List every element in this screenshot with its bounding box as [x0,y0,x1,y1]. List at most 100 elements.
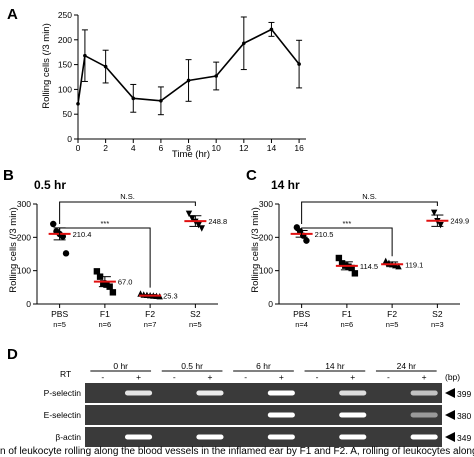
gel-rt-sign: + [350,372,355,382]
panel-b-sig-bracket [59,227,151,288]
panel-a-ytick-label: 250 [58,10,72,20]
gel-band [267,412,295,418]
panel-b-category-label: S2 [190,309,201,319]
panel-a-xtick-label: 6 [159,143,164,153]
panel-a-xtick-label: 8 [186,143,191,153]
gel-rt-sign: + [136,372,141,382]
panel-c-data-point [430,209,438,217]
panel-b-data-point [100,280,107,287]
gel-rt-sign: - [316,372,319,382]
gel-rt-sign: + [279,372,284,382]
gel-row-background [85,383,442,403]
panel-c-data-point [348,264,355,272]
gel-bp-label: (bp) [445,372,460,382]
gel-row-label: P-selectin [44,388,82,398]
panel-letter-b: B [3,167,14,184]
gel-rt-sign: - [244,372,247,382]
panel-c-ns-bracket [301,201,438,224]
panel-b-ns-label: N.S. [120,192,135,201]
panel-b-data-point [50,220,57,228]
panel-b-ytick-label: 100 [17,266,31,276]
gel-rt-sign: - [101,372,104,382]
gel-band [267,434,295,440]
panel-a-xlabel: Time (hr) [172,149,210,160]
panel-a-ytick-label: 200 [58,35,72,45]
panel-a-xtick-label: 0 [76,143,81,153]
gel-band [410,390,438,396]
panel-c-mean-label: 249.9 [450,217,469,226]
panel-a-point [76,101,80,106]
gel-rt-label: RT [60,369,71,379]
panel-b-n-label: n=5 [53,320,66,329]
panel-c-ytick-label: 200 [259,232,273,242]
panel-a-point [242,41,246,46]
panel-c-n-label: n=4 [295,320,308,329]
gel-rt-sign: + [422,372,427,382]
panel-b-data-point [195,221,202,229]
panel-a-xtick-label: 10 [211,143,221,153]
gel-band [410,434,438,440]
panel-b: B 0.5 hr Rolling cells (/3 min) 0 100 200 3… [3,167,227,329]
panel-b-data-point [62,250,70,257]
gel-row-label: β-actin [55,432,81,442]
panel-c-data-point [351,270,359,277]
panel-b-ytick-label: 300 [17,199,31,209]
panel-c-n-label: n=5 [386,320,399,329]
panel-a-xtick-label: 16 [294,143,304,153]
gel-band [196,390,224,396]
gel-band [267,390,295,396]
panel-c-title: 14 hr [271,178,300,192]
panel-b-mean-label: 210.4 [73,230,92,239]
panel-c-ytick-label: 0 [268,299,273,309]
panel-a-point [159,99,163,103]
gel-size-arrow [445,432,455,442]
gel-rt-sign: - [387,372,390,382]
panel-c-ytick-label: 100 [259,266,273,276]
panel-c-sig-label: *** [342,219,351,228]
gel-band [124,390,153,396]
gel-band [410,412,438,418]
panel-letter-d: D [7,346,18,363]
gel-time-label: 14 hr [325,361,345,371]
panel-c-n-label: n=6 [341,320,354,329]
panel-c-ns-label: N.S. [362,192,377,201]
panel-letter-a: A [7,6,18,23]
panel-b-ylabel: Rolling cells (/3 min) [8,207,19,293]
panel-a-xtick-label: 14 [267,143,277,153]
panel-c: C 14 hr Rolling cells (/3 min) 0 100 200 30… [246,167,469,329]
panel-a-axes: 0 50 100 150 200 250 0 2 4 6 8 10 12 14 16 [58,10,306,153]
panel-b-ytick-label: 200 [17,232,31,242]
gel-size-arrow [445,410,455,420]
panel-c-n-label: n=3 [431,320,444,329]
panel-c-category-label: S2 [432,309,443,319]
panel-c-category-label: PBS [293,309,310,319]
panel-b-data-point [188,215,196,222]
panel-a: A Rolling cells (/3 min) Time (hr) 0 50 10… [7,6,306,160]
panel-b-category-label: F1 [100,309,110,319]
gel-time-label: 6 hr [256,361,271,371]
gel-band [339,390,367,396]
panel-b-data-point [109,289,117,296]
gel-row-label: E-selectin [44,410,82,420]
panel-b-n-label: n=5 [189,320,202,329]
panel-b-marks: 210.4 67.0 25.3 248.8 N.S. *** [48,192,227,301]
panel-a-ytick-label: 50 [63,109,73,119]
gel-time-label: 0 hr [113,361,128,371]
panel-b-data-point [93,268,101,275]
panel-b-ytick-label: 0 [26,299,31,309]
panel-b-n-label: n=6 [99,320,112,329]
gel-band [196,434,224,440]
panel-b-category-label: PBS [51,309,68,319]
panel-c-data-point [395,262,402,270]
gel-rt-sign: - [173,372,176,382]
panel-a-ytick-label: 0 [67,134,72,144]
panel-a-ytick-label: 150 [58,60,72,70]
panel-letter-c: C [246,167,257,184]
panel-b-mean-label: 25.3 [163,292,178,301]
panel-a-xtick-label: 2 [103,143,108,153]
figure-caption: n of leukocyte rolling along the blood v… [0,446,474,457]
gel-time-label: 0.5 hr [181,361,203,371]
panel-a-point [269,27,274,32]
